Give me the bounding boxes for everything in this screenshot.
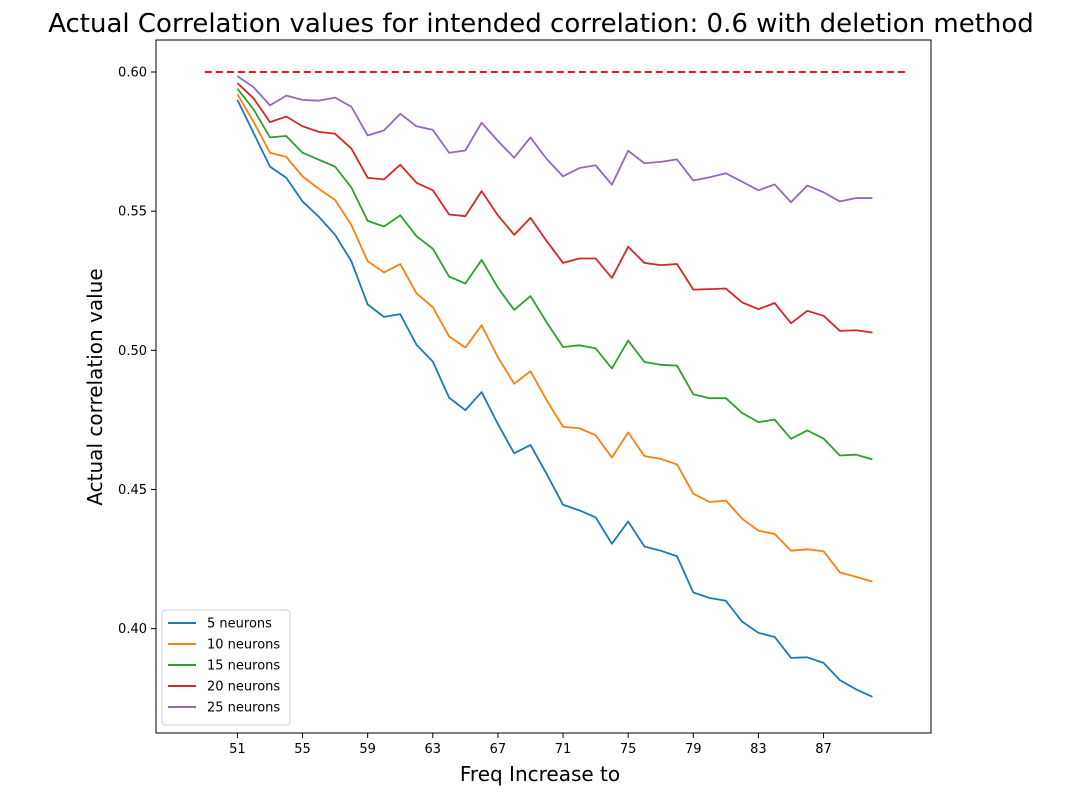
y-tick-label: 0.45 — [118, 483, 147, 498]
y-axis-label: Actual correlation value — [83, 268, 107, 505]
legend-label: 10 neurons — [207, 638, 280, 653]
x-tick-label: 59 — [359, 742, 376, 757]
legend-label: 5 neurons — [207, 617, 272, 632]
x-axis-label: Freq Increase to — [460, 762, 620, 786]
x-tick-label: 79 — [685, 742, 702, 757]
legend-box — [161, 609, 291, 726]
legend-label: 20 neurons — [207, 680, 280, 695]
y-tick-label: 0.50 — [118, 344, 147, 359]
x-tick-label: 75 — [620, 742, 637, 757]
x-tick-label: 87 — [815, 742, 832, 757]
plot-area — [204, 71, 905, 698]
x-tick-label: 63 — [425, 742, 442, 757]
x-tick-label: 71 — [555, 742, 572, 757]
legend-label: 15 neurons — [207, 659, 280, 674]
chart-title: Actual Correlation values for intended c… — [48, 9, 1034, 39]
plot-frame — [155, 39, 932, 734]
legend: 5 neurons 10 neurons 15 neurons 20 neurons 2… — [161, 609, 291, 726]
series-line — [236, 82, 873, 334]
x-tick-label: 55 — [294, 742, 311, 757]
series-line — [236, 75, 873, 204]
x-tick-label: 51 — [229, 742, 246, 757]
series-line — [236, 99, 873, 698]
series-line — [236, 93, 873, 583]
legend-label: 25 neurons — [207, 701, 280, 716]
y-tick-label: 0.55 — [118, 205, 147, 220]
x-tick-label: 67 — [490, 742, 507, 757]
x-tick-label: 83 — [750, 742, 767, 757]
y-tick-label: 0.60 — [118, 66, 147, 81]
y-tick-label: 0.40 — [118, 622, 147, 637]
series-line — [236, 88, 873, 461]
